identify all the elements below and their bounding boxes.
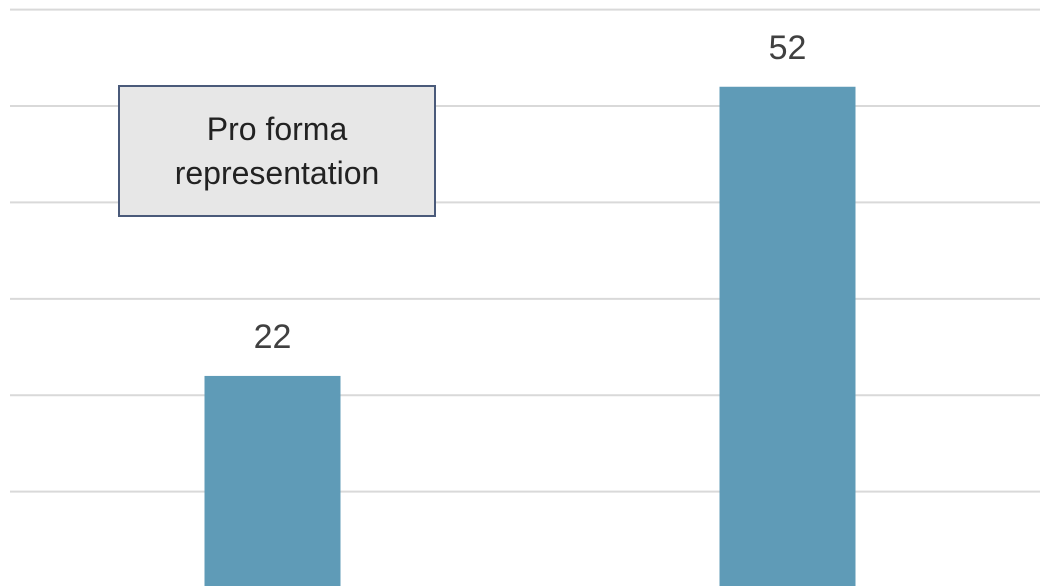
data-label: 52 xyxy=(769,29,807,67)
bar xyxy=(719,86,856,586)
bar xyxy=(204,375,341,586)
annotation: Pro forma representation xyxy=(118,85,436,217)
data-label: 22 xyxy=(254,318,292,356)
